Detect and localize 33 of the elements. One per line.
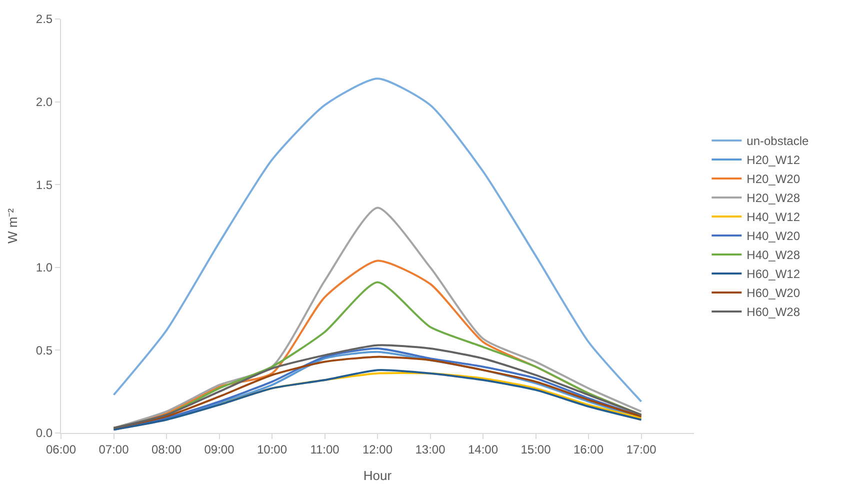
y-tick-label: 2.0 <box>36 95 53 109</box>
x-tick-label: 17:00 <box>626 442 657 456</box>
line-series <box>112 78 642 403</box>
y-tick-label: 1.5 <box>36 178 53 192</box>
y-tick-label: 2.5 <box>36 12 53 26</box>
x-tick-label: 10:00 <box>256 442 288 456</box>
legend-label: H20_W28 <box>746 191 800 206</box>
x-tick-label: 12:00 <box>362 442 393 456</box>
x-tick-label: 08:00 <box>151 442 182 456</box>
x-tick-label: 09:00 <box>204 442 235 456</box>
y-axis-title: W m⁻² <box>4 208 20 244</box>
legend-label: H20_W12 <box>746 153 800 168</box>
legend-label: H40_W28 <box>746 248 800 262</box>
legend-label: H20_W20 <box>746 172 800 186</box>
x-tick-label: 15:00 <box>520 442 552 456</box>
y-tick-label: 1.0 <box>36 260 53 275</box>
line-series <box>112 369 642 431</box>
legend-label: H40_W20 <box>746 229 800 244</box>
x-tick-label: 13:00 <box>415 442 446 456</box>
y-tick-label: 0.0 <box>36 426 53 440</box>
x-tick-label: 11:00 <box>310 442 340 456</box>
x-tick-label: 07:00 <box>98 442 130 456</box>
legend-label: H40_W12 <box>746 210 800 224</box>
x-tick-label: 14:00 <box>468 442 498 456</box>
x-axis-title: Hour <box>363 468 392 483</box>
x-tick-label: 06:00 <box>46 442 76 456</box>
legend-label: H60_W28 <box>746 305 800 320</box>
legend-label: H60_W20 <box>746 286 800 300</box>
y-tick-label: 0.5 <box>36 343 53 358</box>
legend-label: un-obstacle <box>746 134 810 148</box>
line-series <box>112 206 642 430</box>
legend-label: H60_W12 <box>746 267 800 282</box>
x-tick-label: 16:00 <box>573 442 604 456</box>
